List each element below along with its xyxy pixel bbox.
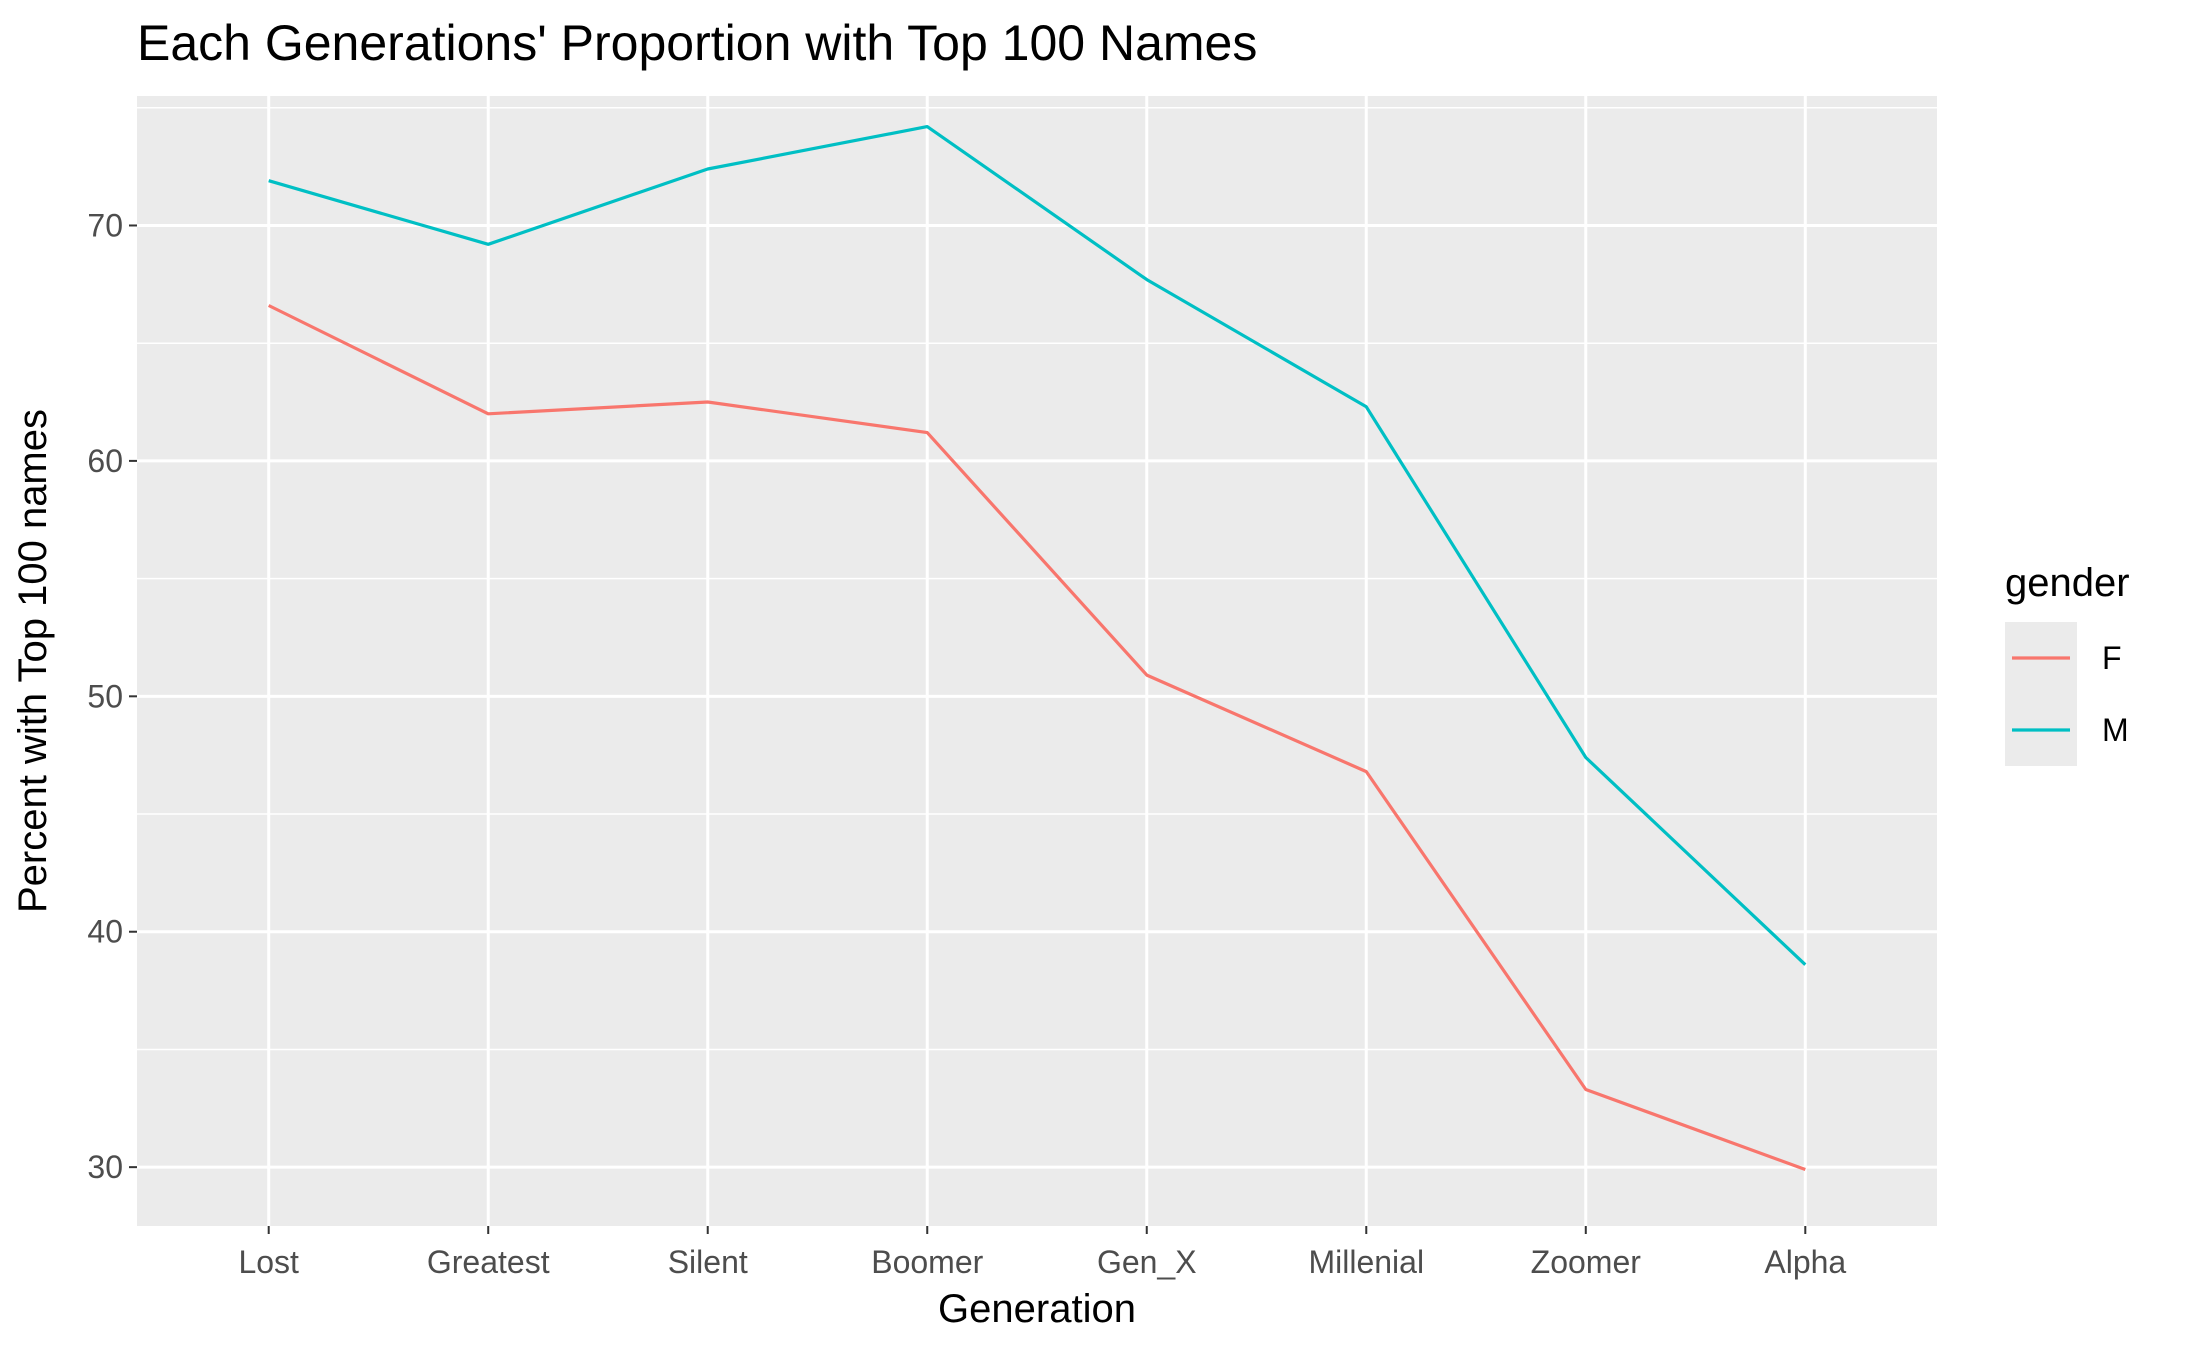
y-axis-title: Percent with Top 100 names (11, 409, 55, 913)
legend: gender FM (2005, 561, 2130, 766)
legend-title: gender (2005, 561, 2130, 605)
x-tick-label: Silent (668, 1244, 748, 1280)
y-axis: 30 40 50 60 70 (87, 207, 137, 1185)
minor-gridlines (137, 107, 1937, 1051)
x-tick-label: Greatest (427, 1244, 550, 1280)
x-tick-label: Zoomer (1531, 1244, 1642, 1280)
x-tick-label: Millenial (1308, 1244, 1424, 1280)
x-tick-label: Boomer (871, 1244, 983, 1280)
y-tick-label: 60 (87, 443, 123, 479)
y-tick-label: 30 (87, 1149, 123, 1185)
legend-key-background (2005, 622, 2077, 766)
major-gridlines (137, 96, 1937, 1226)
series-lines (267, 124, 1807, 1172)
x-tick-label: Alpha (1764, 1244, 1846, 1280)
series-line-M (268, 124, 1807, 966)
x-axis: Lost Greatest Silent Boomer Gen_X Millenial Zo… (238, 1226, 1846, 1280)
y-tick-label: 50 (87, 678, 123, 714)
x-axis-title: Generation (938, 1287, 1136, 1331)
y-tick-label: 40 (87, 914, 123, 950)
plot-panel (137, 96, 1937, 1226)
chart-title: Each Generations' Proportion with Top 10… (137, 15, 1257, 71)
series-line-F (267, 304, 1806, 1172)
x-tick-label: Gen_X (1097, 1244, 1197, 1280)
x-tick-label: Lost (238, 1244, 299, 1280)
legend-label: F (2102, 640, 2122, 676)
legend-label: M (2102, 712, 2129, 748)
y-tick-label: 70 (87, 207, 123, 243)
